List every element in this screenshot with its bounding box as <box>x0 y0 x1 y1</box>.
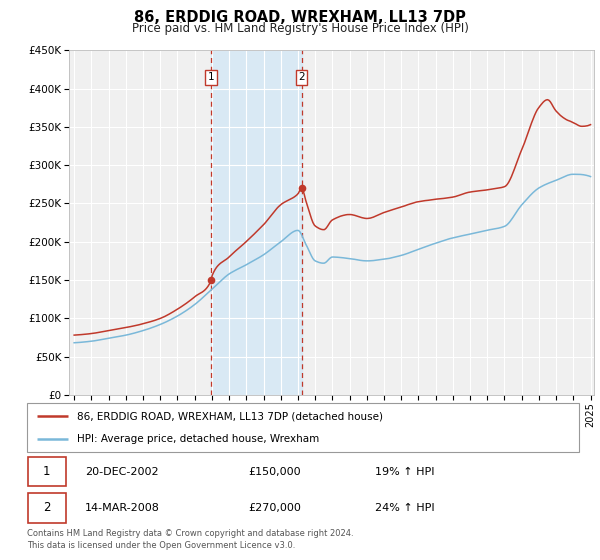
FancyBboxPatch shape <box>28 457 65 486</box>
FancyBboxPatch shape <box>27 403 579 452</box>
Bar <box>211 50 302 395</box>
FancyBboxPatch shape <box>28 493 65 522</box>
Text: 20-DEC-2002: 20-DEC-2002 <box>85 466 158 477</box>
Text: 14-MAR-2008: 14-MAR-2008 <box>85 503 160 513</box>
Text: Contains HM Land Registry data © Crown copyright and database right 2024.
This d: Contains HM Land Registry data © Crown c… <box>27 529 353 550</box>
Text: Price paid vs. HM Land Registry's House Price Index (HPI): Price paid vs. HM Land Registry's House … <box>131 22 469 35</box>
Text: HPI: Average price, detached house, Wrexham: HPI: Average price, detached house, Wrex… <box>77 434 319 444</box>
Text: 1: 1 <box>208 72 215 82</box>
Text: 24% ↑ HPI: 24% ↑ HPI <box>375 503 434 513</box>
Text: £270,000: £270,000 <box>248 503 301 513</box>
Text: 86, ERDDIG ROAD, WREXHAM, LL13 7DP (detached house): 86, ERDDIG ROAD, WREXHAM, LL13 7DP (deta… <box>77 412 383 422</box>
Text: 1: 1 <box>43 465 50 478</box>
Text: £150,000: £150,000 <box>248 466 301 477</box>
Text: 86, ERDDIG ROAD, WREXHAM, LL13 7DP: 86, ERDDIG ROAD, WREXHAM, LL13 7DP <box>134 10 466 25</box>
Text: 2: 2 <box>298 72 305 82</box>
Text: 19% ↑ HPI: 19% ↑ HPI <box>375 466 434 477</box>
Text: 2: 2 <box>43 501 50 515</box>
